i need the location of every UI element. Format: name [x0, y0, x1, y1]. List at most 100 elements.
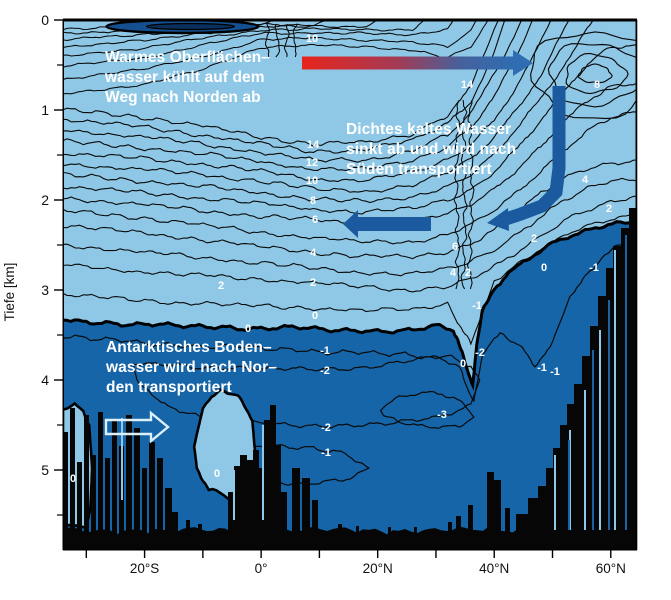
x-tick — [376, 550, 379, 558]
seafloor-ridge — [302, 478, 310, 550]
annotation-line: Warmes Oberflächen– — [105, 49, 270, 66]
contour-label: 0 — [245, 323, 251, 335]
annotation-line: den transportiert — [106, 379, 232, 396]
contour-squiggle — [264, 23, 271, 58]
contour-squiggle — [460, 99, 468, 290]
seafloor-ridge — [312, 500, 318, 550]
isotherm-13 — [63, 20, 506, 154]
y-tick-major — [54, 379, 63, 381]
contour-label: -1 — [320, 345, 330, 357]
continental-slope-step — [629, 208, 637, 550]
annotation-line: Dichtes kaltes Wasser — [346, 121, 512, 138]
seafloor-ridge — [292, 468, 300, 550]
contour-label: 12 — [306, 157, 318, 169]
isotherm-14 — [63, 20, 500, 147]
y-tick-label: 0 — [41, 12, 49, 28]
contour-label: -1 — [589, 262, 599, 274]
y-tick-label: 1 — [41, 102, 49, 118]
annotation-line: Antarktisches Boden– — [106, 339, 272, 356]
seafloor-stub — [456, 516, 461, 550]
subpolar-gyre-loop — [530, 31, 637, 120]
isotherm-12 — [63, 20, 523, 163]
isotherm-18 — [63, 20, 426, 57]
thermocline-lens-core — [145, 22, 236, 31]
isotherm-8 — [63, 20, 594, 204]
contour-label: 0 — [541, 262, 547, 274]
isotherm-9 — [63, 20, 570, 193]
y-tick-minor — [57, 334, 63, 336]
seafloor-ridge — [77, 462, 82, 550]
y-tick-major — [54, 199, 63, 201]
isotherm--1 — [63, 244, 623, 403]
contour-label: -1 — [321, 447, 331, 459]
annotation-line: sinkt ab und wird nach — [346, 141, 517, 158]
contour-label: 0 — [214, 468, 220, 480]
contour-label: 6 — [452, 241, 458, 253]
x-tick-label: 0° — [255, 561, 268, 576]
contour-label: 6 — [312, 214, 318, 226]
x-tick — [610, 550, 612, 558]
data-streak — [262, 425, 264, 520]
plot-border-left — [62, 20, 64, 550]
seafloor-ridge — [253, 450, 259, 550]
continental-slope-step — [560, 425, 567, 550]
continental-slope-step — [598, 296, 606, 550]
isotherm-3 — [63, 177, 637, 277]
annotation-line: Süden transportiert — [346, 161, 492, 178]
contour-label: 4 — [450, 267, 457, 279]
isotherm-17 — [63, 20, 455, 68]
seafloor-ridge — [157, 458, 163, 550]
seafloor-ridge — [240, 455, 247, 550]
seafloor-ridge — [247, 460, 253, 550]
zero-isotherm — [63, 220, 637, 391]
sinking-flow-arrowhead — [487, 208, 509, 231]
y-tick-label: 4 — [41, 372, 49, 388]
y-tick-minor — [57, 64, 63, 66]
contour-label: 0 — [460, 358, 466, 370]
seafloor-ridge — [70, 408, 75, 550]
seafloor-ridge — [259, 468, 264, 550]
plot-border-bottom — [63, 549, 637, 551]
contour-label: -1 — [537, 362, 547, 374]
data-streak — [233, 470, 235, 520]
plot-border-top — [63, 18, 637, 22]
flow-arrows — [104, 50, 566, 444]
warm-surface-flow-arrow — [302, 56, 513, 70]
contour-squiggle — [453, 99, 461, 290]
seafloor-stub — [186, 520, 190, 550]
contour-squiggle — [274, 23, 281, 58]
warm-surface-flow-arrowhead — [513, 50, 533, 76]
seafloor-ridge — [126, 415, 132, 550]
isotherm-10 — [63, 20, 552, 183]
y-tick-minor — [57, 244, 63, 246]
continental-slope-step — [553, 448, 560, 550]
contour-label: 8 — [310, 195, 316, 207]
isotherm-closed--3 — [379, 390, 475, 430]
continental-slope-step — [516, 514, 528, 550]
x-tick — [318, 550, 321, 558]
annotation-warm-surface-water: Warmes Oberflächen– wasser kühlt auf dem… — [105, 48, 270, 108]
bottom-water-flow-arrow — [104, 410, 170, 444]
contour-label: 2 — [310, 277, 316, 289]
y-axis-label: Tiefe [km] — [2, 263, 17, 322]
annotation-line: wasser kühlt auf dem — [105, 69, 265, 86]
data-streak — [568, 440, 570, 530]
x-tick — [85, 550, 88, 558]
x-tick — [551, 550, 554, 558]
seafloor-ridge — [98, 412, 103, 550]
seafloor-ridge — [112, 420, 117, 550]
continental-slope-step — [528, 498, 538, 550]
plot-area — [63, 20, 637, 550]
contour-label: -1 — [550, 366, 560, 378]
x-tick — [493, 550, 495, 558]
seafloor-ridge — [276, 445, 281, 550]
seafloor-ridge — [494, 480, 501, 550]
contour-label: 10 — [306, 33, 318, 45]
seafloor-stub — [388, 527, 391, 550]
x-tick-label: 40°N — [479, 561, 509, 576]
contour-label: 10 — [306, 175, 318, 187]
continental-slope-step — [574, 384, 582, 550]
